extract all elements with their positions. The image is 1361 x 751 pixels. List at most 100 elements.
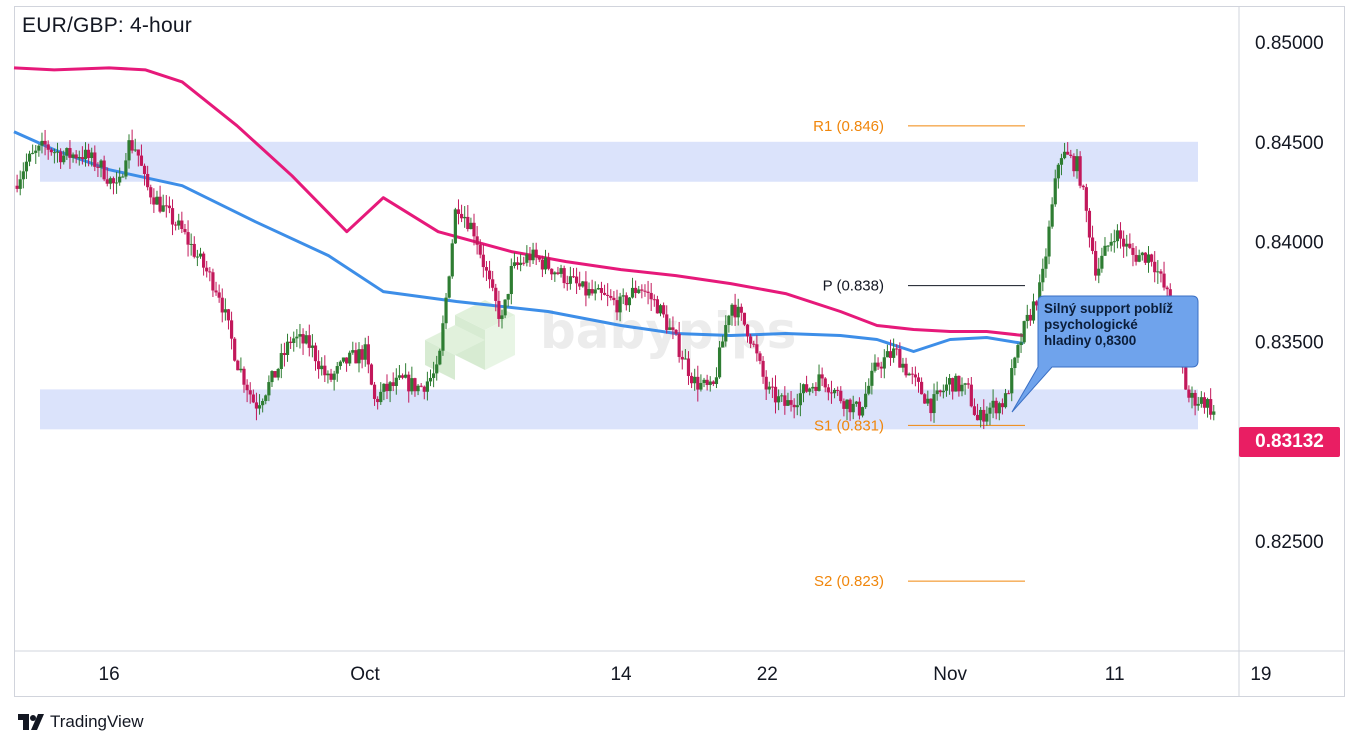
candle-body bbox=[503, 299, 507, 316]
candle-body bbox=[1162, 273, 1166, 288]
candle bbox=[568, 266, 572, 290]
candle bbox=[475, 226, 479, 255]
candle-body bbox=[621, 295, 625, 297]
candle bbox=[226, 308, 231, 330]
candle-body bbox=[702, 379, 706, 383]
candle bbox=[177, 213, 181, 230]
candle bbox=[118, 167, 122, 186]
callout-text: Silný support poblíž psychologické hladi… bbox=[1044, 301, 1198, 349]
candle-body bbox=[195, 256, 199, 258]
candle-body bbox=[27, 153, 32, 162]
candle-body bbox=[114, 182, 119, 184]
candle bbox=[574, 267, 579, 294]
candle bbox=[46, 140, 50, 160]
candle bbox=[798, 382, 802, 417]
candle bbox=[435, 355, 439, 381]
candle-body bbox=[127, 140, 131, 161]
candle-body bbox=[528, 254, 532, 261]
candle bbox=[820, 367, 824, 387]
chart-title: EUR/GBP: 4-hour bbox=[22, 14, 192, 37]
candle-body bbox=[596, 288, 600, 290]
candle bbox=[941, 384, 945, 399]
candle bbox=[1035, 300, 1039, 311]
candle-body bbox=[515, 262, 520, 266]
candle bbox=[428, 369, 433, 387]
candle-body bbox=[1010, 368, 1014, 394]
candle-body bbox=[214, 290, 218, 293]
candle-body bbox=[202, 253, 206, 268]
candle-body bbox=[344, 357, 349, 364]
candle-body bbox=[326, 373, 330, 376]
time-tick-label: 14 bbox=[610, 664, 632, 685]
tradingview-brand[interactable]: TradingView bbox=[18, 712, 144, 732]
candle-body bbox=[68, 148, 72, 158]
candle bbox=[366, 335, 370, 374]
candle bbox=[34, 145, 38, 164]
candle-body bbox=[413, 378, 417, 392]
candle bbox=[640, 284, 644, 299]
candle bbox=[780, 393, 784, 402]
candle-body bbox=[416, 385, 420, 392]
candle bbox=[888, 339, 893, 366]
candle-body bbox=[180, 220, 184, 230]
candle bbox=[804, 375, 809, 393]
candle-body bbox=[1016, 345, 1020, 358]
candle-body bbox=[357, 349, 361, 364]
candle bbox=[273, 371, 277, 378]
candle-body bbox=[186, 232, 190, 245]
candle bbox=[323, 355, 327, 383]
candle bbox=[1097, 257, 1101, 284]
candle-body bbox=[991, 400, 995, 408]
candle bbox=[923, 393, 927, 404]
candle-body bbox=[733, 304, 737, 318]
time-tick-label: 22 bbox=[757, 664, 778, 685]
candle bbox=[208, 267, 212, 282]
candle bbox=[114, 171, 119, 194]
candle-body bbox=[108, 178, 112, 184]
candle-body bbox=[876, 362, 880, 367]
candle bbox=[211, 268, 215, 297]
candle-body bbox=[693, 376, 697, 384]
candle bbox=[494, 283, 498, 312]
candle bbox=[130, 129, 134, 154]
candle-body bbox=[705, 379, 709, 385]
moving-average-line bbox=[13, 130, 1024, 353]
candle bbox=[1153, 251, 1157, 283]
candle-body bbox=[512, 262, 517, 266]
candle bbox=[904, 357, 908, 378]
candle-body bbox=[37, 145, 41, 151]
candle bbox=[68, 140, 72, 169]
candle-body bbox=[646, 291, 650, 293]
candle-body bbox=[317, 361, 321, 370]
candle bbox=[689, 372, 694, 389]
candle bbox=[83, 142, 88, 167]
candle bbox=[186, 220, 190, 257]
candle bbox=[1084, 183, 1088, 223]
candle-body bbox=[1072, 155, 1076, 172]
candle-body bbox=[618, 296, 622, 313]
candle bbox=[1196, 396, 1200, 411]
candle bbox=[553, 271, 557, 282]
candle-body bbox=[1097, 268, 1101, 276]
candle bbox=[295, 329, 299, 348]
candle-body bbox=[767, 386, 771, 390]
candle bbox=[205, 260, 209, 278]
candle-body bbox=[1041, 268, 1045, 283]
candle-body bbox=[435, 364, 439, 374]
candle bbox=[385, 374, 389, 399]
candle bbox=[161, 194, 165, 213]
candle-body bbox=[170, 208, 175, 225]
candle-body bbox=[1007, 393, 1011, 395]
candle bbox=[444, 293, 448, 330]
candle-body bbox=[1050, 204, 1054, 227]
candle-body bbox=[285, 341, 290, 355]
candle-body bbox=[972, 406, 977, 415]
candle-body bbox=[979, 409, 983, 421]
candle-body bbox=[721, 341, 725, 348]
candle-body bbox=[459, 213, 464, 219]
candle-body bbox=[1044, 256, 1048, 269]
candle-body bbox=[783, 395, 787, 406]
candle bbox=[1053, 169, 1057, 207]
candle bbox=[749, 333, 753, 349]
